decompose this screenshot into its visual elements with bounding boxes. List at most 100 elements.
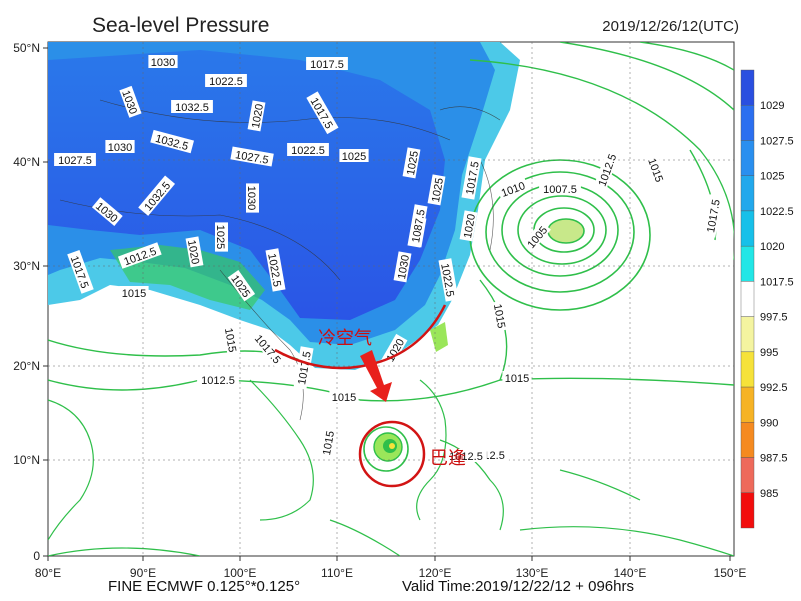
svg-text:1025: 1025 <box>342 151 366 163</box>
lat-tick-label: 30°N <box>13 259 40 273</box>
svg-text:1012.5: 1012.5 <box>201 375 235 387</box>
svg-text:1020: 1020 <box>250 103 266 129</box>
isobar-label: 1087.5 <box>407 204 428 248</box>
svg-text:1020: 1020 <box>462 213 478 239</box>
isobar-label: 1030 <box>245 183 259 213</box>
colorbar-label: 997.5 <box>760 312 788 324</box>
colorbar-swatch <box>740 175 755 212</box>
isobar-label: 1017.5 <box>293 346 314 390</box>
svg-text:1015: 1015 <box>122 288 146 300</box>
isobar-label: 1030 <box>393 251 412 283</box>
colorbar-label: 990 <box>760 417 778 429</box>
isobar-label: 1030 <box>105 140 135 154</box>
svg-text:1022.5: 1022.5 <box>265 253 283 288</box>
svg-text:1012.5: 1012.5 <box>449 451 483 463</box>
svg-text:1020: 1020 <box>185 239 201 265</box>
lat-tick-label: 50°N <box>13 41 40 55</box>
isobar-label: 1022.5 <box>265 248 286 292</box>
colorbar-swatch <box>740 351 755 388</box>
land-contours <box>48 379 734 556</box>
colorbar-label: 1020 <box>760 241 784 253</box>
svg-text:1025: 1025 <box>214 225 226 249</box>
colorbar-swatch <box>740 457 755 493</box>
colorbar-label: 1022.5 <box>760 206 794 218</box>
svg-text:1015: 1015 <box>505 373 529 385</box>
isobar-label: 1025 <box>427 174 446 206</box>
svg-text:1015: 1015 <box>332 392 356 404</box>
lon-tick-label: 90°E <box>130 566 156 580</box>
colorbar-swatch <box>740 210 755 247</box>
svg-text:1017.5: 1017.5 <box>296 351 314 386</box>
svg-text:1015: 1015 <box>491 303 507 329</box>
isobar-label: 1022.5 <box>438 258 459 302</box>
isobar-label: 1020 <box>247 100 266 132</box>
isobar-label: 1015 <box>222 324 241 356</box>
model-label: FINE ECMWF 0.125°*0.125° <box>108 578 301 595</box>
isobar-label: 1017.5 <box>461 156 482 200</box>
colorbar-label: 1017.5 <box>760 276 794 288</box>
isobar-label: 1007.5 <box>539 182 581 196</box>
lat-tick-label: 10°N <box>13 453 40 467</box>
colorbar-swatch <box>740 281 755 317</box>
colorbar-swatch <box>740 492 755 529</box>
svg-text:1015: 1015 <box>321 430 337 456</box>
svg-text:1087.5: 1087.5 <box>410 209 428 244</box>
lon-tick-label: 150°E <box>714 566 747 580</box>
colorbar-label: 1029 <box>760 100 784 112</box>
map-title: Sea-level Pressure <box>92 14 270 37</box>
lon-tick-label: 120°E <box>419 566 452 580</box>
colorbar-swatch <box>740 245 755 282</box>
lon-tick-label: 100°E <box>224 566 257 580</box>
lon-tick-label: 110°E <box>321 566 353 580</box>
japan-low-isobars <box>469 159 651 311</box>
svg-text:1030: 1030 <box>396 254 412 280</box>
svg-text:1017.5: 1017.5 <box>705 199 723 234</box>
taiwan-green-shading <box>430 322 448 352</box>
svg-text:1025: 1025 <box>405 150 421 176</box>
svg-text:1015: 1015 <box>222 327 238 353</box>
colorbar-label: 995 <box>760 347 778 359</box>
typhoon-label: 巴逢 <box>430 448 466 469</box>
svg-text:1027.5: 1027.5 <box>234 149 269 167</box>
colorbar-swatch <box>740 105 755 141</box>
isobar-labels: 1030 1022.5 1017.5 1030 1032.5 1020 1017.5 1030… <box>54 55 723 463</box>
isobar-label: 1015 <box>318 427 337 459</box>
isobar-label: 1012.5 <box>445 449 487 463</box>
typhoon-isobars <box>363 426 409 472</box>
lat-tick-label: 20°N <box>13 359 40 373</box>
isobar-label: 1032.5 <box>171 100 213 114</box>
lat-tick-label: 40°N <box>13 155 40 169</box>
isobar-label: 1017.5 <box>306 57 348 71</box>
isobar-label: 1030 <box>148 55 178 69</box>
isobar-label: 1017.5 <box>702 194 723 238</box>
svg-text:1025: 1025 <box>430 177 446 203</box>
colorbar-swatch <box>740 140 755 176</box>
svg-text:1007.5: 1007.5 <box>543 184 577 196</box>
colorbar-label: 1027.5 <box>760 135 794 147</box>
isobar-label: 1025 <box>214 222 228 252</box>
isobar-label: 1015 <box>502 371 532 385</box>
svg-text:1030: 1030 <box>151 57 175 69</box>
tibet-green-shading <box>110 245 265 310</box>
svg-text:1022.5: 1022.5 <box>291 145 325 157</box>
lon-tick-label: 140°E <box>614 566 647 580</box>
isobar-label: 1027.5 <box>54 153 96 167</box>
svg-text:1017.5: 1017.5 <box>310 59 344 71</box>
isobar-label: 1015 <box>329 390 359 404</box>
isobar-label: 1015 <box>119 286 149 300</box>
svg-text:1022.5: 1022.5 <box>209 76 243 88</box>
isobar-label: 1027.5 <box>230 146 274 167</box>
svg-text:1022.5: 1022.5 <box>438 263 456 298</box>
valid-datetime: 2019/12/26/12(UTC) <box>602 18 739 35</box>
colorbar-label: 1025 <box>760 171 784 183</box>
colorbar-swatch <box>740 386 755 423</box>
svg-text:1032.5: 1032.5 <box>175 102 209 114</box>
lon-tick-label: 80°E <box>35 566 61 580</box>
lat-tick-label: 0 <box>33 549 40 563</box>
graticule <box>48 42 734 556</box>
colorbar-label: 985 <box>760 488 778 500</box>
svg-text:1017.5: 1017.5 <box>464 161 482 196</box>
colorbar-label: 992.5 <box>760 382 788 394</box>
isobar-label: 1020 <box>185 236 204 268</box>
